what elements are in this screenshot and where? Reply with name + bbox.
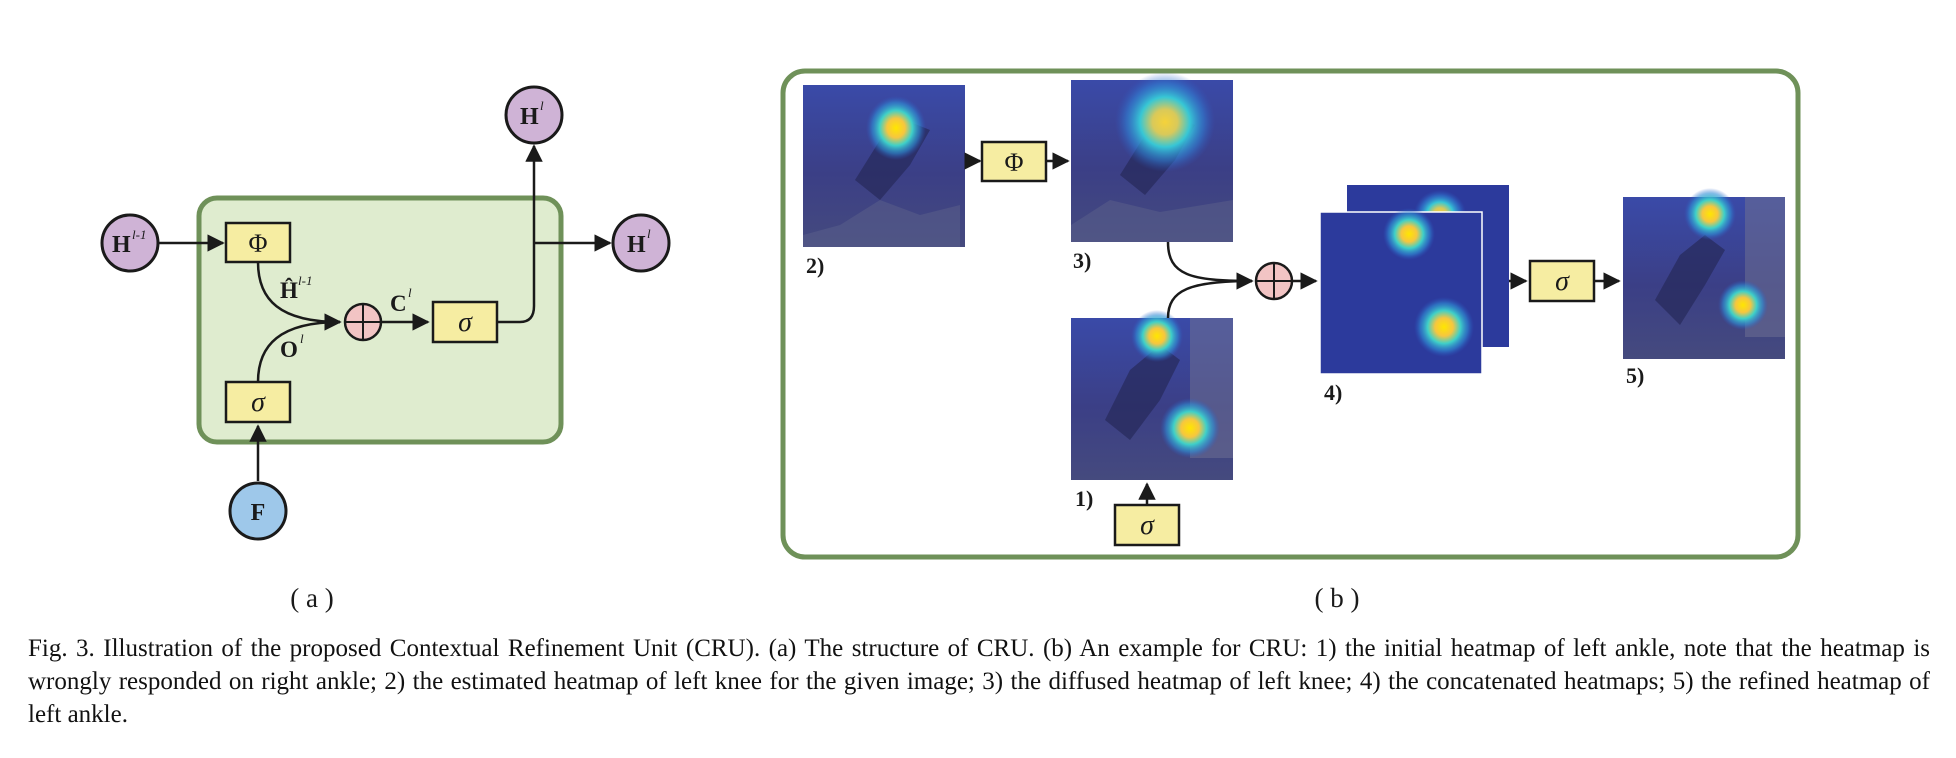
svg-text:σ: σ <box>251 387 266 418</box>
label-c: C l <box>390 285 412 316</box>
figure-caption: Fig. 3. Illustration of the proposed Con… <box>28 635 1930 728</box>
panel-b-label: ( b ) <box>1315 583 1360 613</box>
heatmap-image-1 <box>1071 310 1233 480</box>
svg-text:O: O <box>280 337 298 362</box>
step-label-4: 4) <box>1324 380 1342 405</box>
svg-text:H: H <box>520 104 539 130</box>
step-label-5: 5) <box>1626 363 1644 388</box>
svg-text:σ: σ <box>458 307 473 338</box>
concatenated-heatmaps <box>1319 185 1509 375</box>
panel-a: H l-1 H l H l F Φ σ <box>100 85 671 613</box>
edge-phi-to-plus <box>256 261 342 331</box>
heatmap-image-5 <box>1623 188 1785 359</box>
node-f: F <box>228 481 288 541</box>
sigma-output-box: σ <box>431 300 499 344</box>
heatmap-image-2 <box>803 85 965 247</box>
svg-text:H: H <box>627 232 646 258</box>
heatmap-image-3 <box>1071 72 1233 242</box>
svg-text:Ĥ: Ĥ <box>280 277 298 303</box>
panel-b: Φ σ σ 1) 2) 3) 4) 5) ( b ) <box>780 68 1801 613</box>
edge-sigma-to-outputs <box>497 144 543 324</box>
phi-box-b: Φ <box>980 140 1048 183</box>
phi-box: Φ <box>224 221 292 264</box>
node-h-out-right: H l <box>611 213 671 273</box>
label-o: O l <box>280 331 304 362</box>
svg-text:C: C <box>390 291 407 316</box>
svg-text:σ: σ <box>1555 266 1570 297</box>
svg-text:Φ: Φ <box>1004 148 1023 177</box>
panel-a-label: ( a ) <box>290 583 333 613</box>
svg-text:Φ: Φ <box>248 229 267 258</box>
svg-text:l: l <box>540 98 544 113</box>
sigma-gate-box: σ <box>224 380 292 424</box>
node-h-prev: H l-1 <box>100 213 160 273</box>
svg-text:l: l <box>300 331 304 346</box>
svg-text:σ: σ <box>1140 510 1155 541</box>
svg-text:l: l <box>647 226 651 241</box>
sigma-box-in-b: σ <box>1113 503 1181 547</box>
svg-text:H: H <box>112 232 131 258</box>
edge-sigma-to-plus <box>256 320 341 383</box>
label-h-hat: Ĥ l-1 <box>280 273 312 303</box>
example-box <box>780 68 1801 560</box>
sigma-box-out-b: σ <box>1528 259 1596 303</box>
svg-text:l: l <box>408 285 412 300</box>
node-h-out-top: H l <box>504 85 564 145</box>
svg-text:F: F <box>251 500 266 526</box>
svg-text:l-1: l-1 <box>132 227 146 242</box>
step-label-3: 3) <box>1073 248 1091 273</box>
svg-text:l-1: l-1 <box>298 273 312 288</box>
edge-img1-to-plus <box>1166 279 1253 319</box>
plus-node <box>343 302 383 342</box>
plus-node-b <box>1254 261 1294 301</box>
step-label-1: 1) <box>1075 486 1093 511</box>
step-label-2: 2) <box>806 253 824 278</box>
